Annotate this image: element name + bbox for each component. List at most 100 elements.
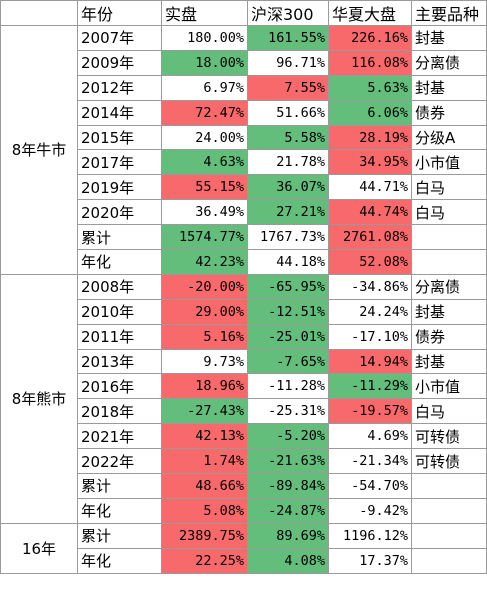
hs300-return-cell: 51.66% (247, 99, 329, 126)
hs300-return-cell: 36.07% (247, 174, 329, 201)
hs300-return-cell: 89.69% (247, 522, 329, 549)
table-row: 年化 22.25% 4.08% 17.37% (1, 547, 487, 574)
main-type-cell: 小市值 (411, 149, 487, 176)
year-cell: 2013年 (77, 348, 162, 375)
hs300-return-cell: -89.84% (247, 473, 329, 499)
main-type-cell (411, 522, 487, 549)
actual-return-cell: 5.16% (161, 323, 248, 350)
year-cell: 2008年 (77, 273, 162, 300)
table-row: 年化 5.08% -24.87% -9.42% (1, 497, 487, 524)
header-row: 年份 实盘 沪深300 华夏大盘 主要品种 (0, 0, 487, 26)
actual-return-cell: 4.63% (161, 149, 248, 176)
main-type-cell: 可转债 (411, 423, 487, 450)
main-type-cell: 小市值 (411, 373, 487, 400)
huaxia-return-cell: -17.10% (328, 323, 412, 350)
year-cell: 2016年 (77, 373, 162, 400)
table-row: 2009年 18.00% 96.71% 116.08% 分离债 (1, 49, 487, 76)
year-cell: 年化 (77, 497, 162, 524)
huaxia-return-cell: 17.37% (328, 547, 412, 574)
huaxia-return-cell: 44.71% (328, 174, 412, 201)
table-row: 2022年 1.74% -21.63% -21.34% 可转债 (1, 448, 487, 475)
main-type-cell: 可转债 (411, 448, 487, 475)
table-row: 2012年 6.97% 7.55% 5.63% 封基 (1, 74, 487, 101)
main-type-cell (411, 249, 487, 275)
huaxia-return-cell: 24.24% (328, 298, 412, 325)
hs300-return-cell: -11.28% (247, 373, 329, 400)
header-group (0, 0, 78, 26)
table-row: 16年 累计 2389.75% 89.69% 1196.12% (0, 522, 487, 574)
hs300-return-cell: 27.21% (247, 199, 329, 226)
year-cell: 年化 (77, 547, 162, 574)
group-label: 8年牛市 (0, 25, 78, 275)
huaxia-return-cell: 34.95% (328, 149, 412, 176)
hs300-return-cell: -65.95% (247, 273, 329, 300)
year-cell: 2014年 (77, 99, 162, 126)
actual-return-cell: 180.00% (161, 25, 248, 51)
actual-return-cell: -27.43% (161, 398, 248, 425)
actual-return-cell: 1.74% (161, 448, 248, 475)
huaxia-return-cell: -11.29% (328, 373, 412, 400)
hs300-return-cell: 96.71% (247, 49, 329, 76)
year-cell: 累计 (77, 473, 162, 499)
table-row: 2015年 24.00% 5.58% 28.19% 分级A (1, 124, 487, 151)
huaxia-return-cell: 14.94% (328, 348, 412, 375)
huaxia-return-cell: 4.69% (328, 423, 412, 450)
year-cell: 2012年 (77, 74, 162, 101)
year-cell: 累计 (77, 522, 162, 549)
table-row: 8年熊市 2008年 -20.00% -65.95% -34.86% 分离债 (0, 273, 487, 524)
hs300-return-cell: 7.55% (247, 74, 329, 101)
header-year: 年份 (77, 0, 162, 26)
hs300-return-cell: -25.31% (247, 398, 329, 425)
year-cell: 2021年 (77, 423, 162, 450)
table-row: 2014年 72.47% 51.66% 6.06% 债券 (1, 99, 487, 126)
huaxia-return-cell: -34.86% (328, 273, 412, 300)
table-row: 年化 42.23% 44.18% 52.08% (1, 249, 487, 275)
actual-return-cell: 72.47% (161, 99, 248, 126)
main-type-cell (411, 224, 487, 251)
huaxia-return-cell: 226.16% (328, 25, 412, 51)
table-row: 8年牛市 2007年 180.00% 161.55% 226.16% 封基 (0, 25, 487, 275)
year-cell: 2015年 (77, 124, 162, 151)
table-row: 累计 1574.77% 1767.73% 2761.08% (1, 224, 487, 251)
actual-return-cell: 9.73% (161, 348, 248, 375)
table-body: 8年牛市 2007年 180.00% 161.55% 226.16% 封基 2009年 18.… (0, 25, 487, 574)
huaxia-return-cell: 44.74% (328, 199, 412, 226)
header-huaxia: 华夏大盘 (328, 0, 412, 26)
table-row: 2016年 18.96% -11.28% -11.29% 小市值 (1, 373, 487, 400)
main-type-cell (411, 473, 487, 499)
huaxia-return-cell: -21.34% (328, 448, 412, 475)
hs300-return-cell: -21.63% (247, 448, 329, 475)
actual-return-cell: 18.96% (161, 373, 248, 400)
actual-return-cell: 5.08% (161, 497, 248, 524)
year-cell: 2022年 (77, 448, 162, 475)
huaxia-return-cell: -9.42% (328, 497, 412, 524)
hs300-return-cell: -7.65% (247, 348, 329, 375)
group-label: 8年熊市 (0, 273, 78, 524)
actual-return-cell: 1574.77% (161, 224, 248, 251)
hs300-return-cell: -5.20% (247, 423, 329, 450)
table-row: 2018年 -27.43% -25.31% -19.57% 白马 (1, 398, 487, 425)
hs300-return-cell: 44.18% (247, 249, 329, 275)
actual-return-cell: 29.00% (161, 298, 248, 325)
year-cell: 2007年 (77, 25, 162, 51)
table-row: 2010年 29.00% -12.51% 24.24% 封基 (1, 298, 487, 325)
hs300-return-cell: -25.01% (247, 323, 329, 350)
table-row: 2013年 9.73% -7.65% 14.94% 封基 (1, 348, 487, 375)
header-hs300: 沪深300 (247, 0, 329, 26)
main-type-cell: 封基 (411, 298, 487, 325)
actual-return-cell: 48.66% (161, 473, 248, 499)
huaxia-return-cell: 116.08% (328, 49, 412, 76)
huaxia-return-cell: -54.70% (328, 473, 412, 499)
main-type-cell: 封基 (411, 74, 487, 101)
actual-return-cell: 22.25% (161, 547, 248, 574)
year-cell: 累计 (77, 224, 162, 251)
year-cell: 2010年 (77, 298, 162, 325)
actual-return-cell: 18.00% (161, 49, 248, 76)
year-cell: 年化 (77, 249, 162, 275)
actual-return-cell: 36.49% (161, 199, 248, 226)
table-row: 2020年 36.49% 27.21% 44.74% 白马 (1, 199, 487, 226)
hs300-return-cell: 21.78% (247, 149, 329, 176)
actual-return-cell: 2389.75% (161, 522, 248, 549)
year-cell: 2020年 (77, 199, 162, 226)
huaxia-return-cell: 2761.08% (328, 224, 412, 251)
